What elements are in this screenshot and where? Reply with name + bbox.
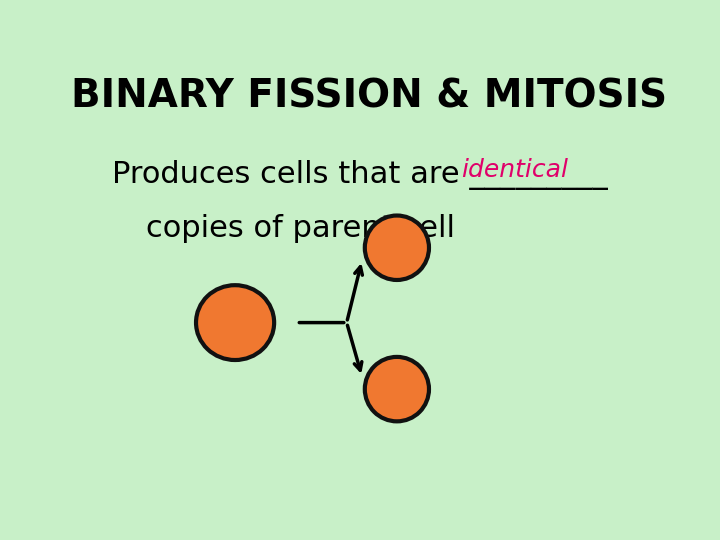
Text: BINARY FISSION & MITOSIS: BINARY FISSION & MITOSIS (71, 77, 667, 115)
Ellipse shape (196, 285, 274, 360)
Text: identical: identical (461, 158, 568, 183)
Ellipse shape (365, 215, 429, 280)
Ellipse shape (365, 357, 429, 421)
Text: copies of parent cell: copies of parent cell (145, 214, 455, 244)
Text: Produces cells that are _________: Produces cells that are _________ (112, 160, 608, 191)
